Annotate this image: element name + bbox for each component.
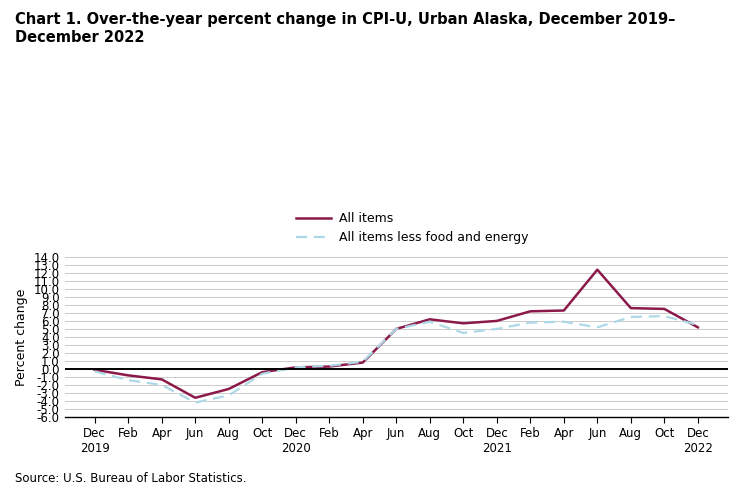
All items less food and energy [559, 319, 568, 325]
All items [392, 326, 400, 332]
All items [626, 305, 635, 311]
All items [425, 317, 434, 322]
All items [158, 376, 166, 382]
All items [459, 320, 468, 326]
All items [526, 308, 535, 314]
All items [325, 364, 334, 369]
All items less food and energy [526, 319, 535, 325]
All items [191, 395, 200, 401]
Line: All items less food and energy: All items less food and energy [94, 316, 698, 403]
All items less food and energy [224, 392, 233, 398]
All items less food and energy [291, 365, 300, 370]
All items less food and energy [660, 313, 669, 319]
Legend: All items, All items less food and energy: All items, All items less food and energ… [296, 212, 528, 244]
All items less food and energy [392, 326, 400, 332]
All items less food and energy [191, 400, 200, 406]
All items [358, 360, 367, 366]
All items less food and energy [459, 330, 468, 336]
All items less food and energy [693, 322, 702, 328]
All items [90, 367, 99, 373]
All items less food and energy [593, 324, 602, 330]
All items less food and energy [158, 382, 166, 388]
All items [224, 386, 233, 392]
All items less food and energy [124, 377, 133, 383]
All items [493, 318, 502, 324]
All items [258, 369, 267, 375]
All items [559, 308, 568, 314]
Text: Source: U.S. Bureau of Labor Statistics.: Source: U.S. Bureau of Labor Statistics. [15, 472, 247, 485]
All items less food and energy [358, 359, 367, 365]
Y-axis label: Percent change: Percent change [15, 288, 28, 386]
All items [291, 365, 300, 370]
All items [593, 267, 602, 272]
All items less food and energy [325, 363, 334, 368]
Text: Chart 1. Over-the-year percent change in CPI-U, Urban Alaska, December 2019–
Dec: Chart 1. Over-the-year percent change in… [15, 12, 675, 45]
All items [693, 324, 702, 330]
All items less food and energy [425, 319, 434, 325]
All items less food and energy [90, 368, 99, 374]
All items less food and energy [493, 326, 502, 332]
All items [660, 306, 669, 312]
Line: All items: All items [94, 270, 698, 398]
All items less food and energy [626, 314, 635, 320]
All items [124, 372, 133, 378]
All items less food and energy [258, 371, 267, 377]
